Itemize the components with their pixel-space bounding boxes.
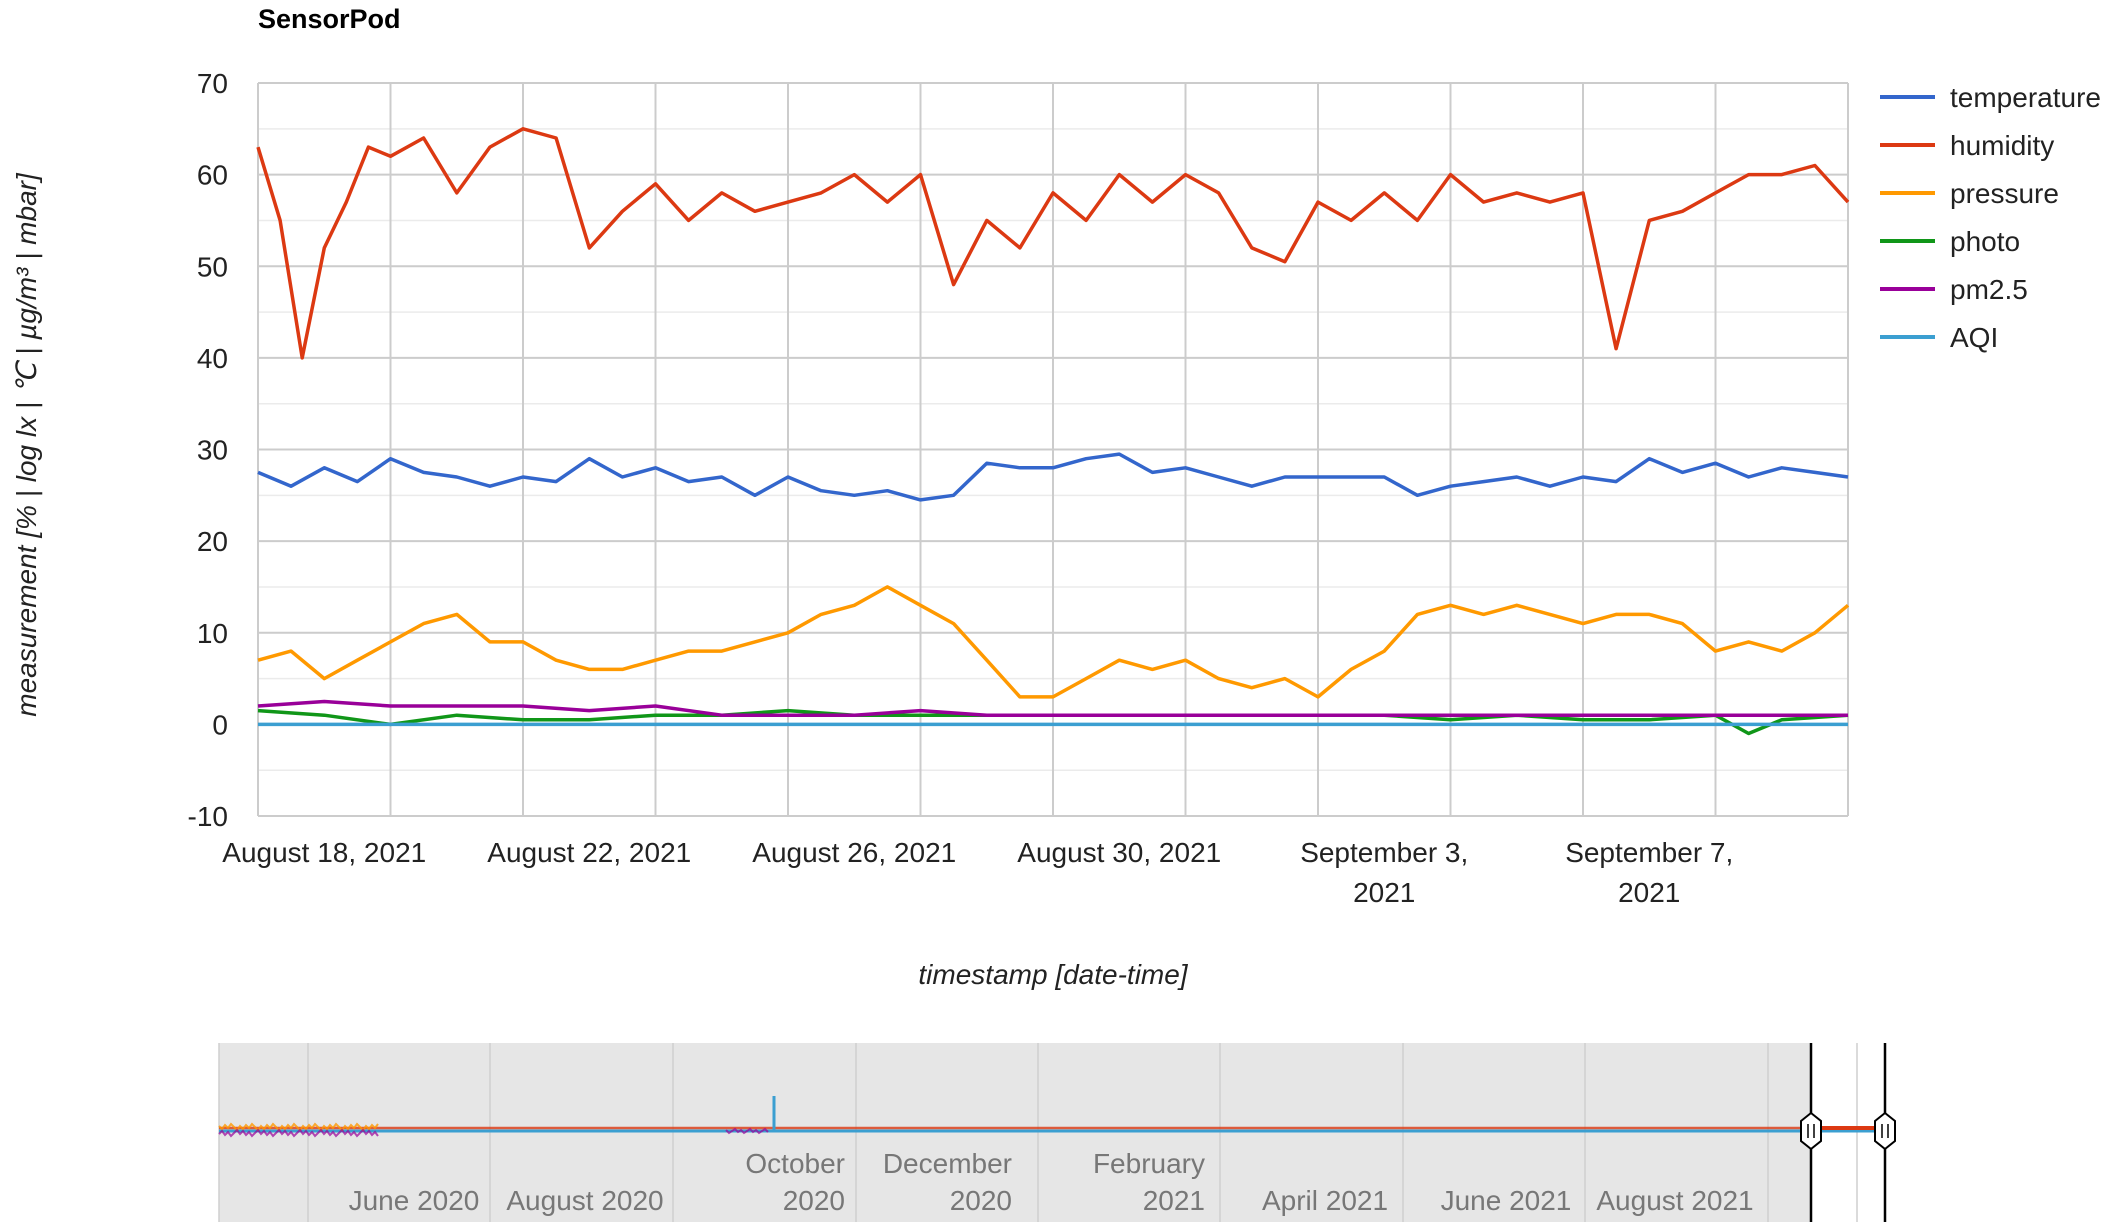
handle-grip-icon [1874, 1111, 1896, 1151]
legend-item-aqi[interactable]: AQI [1880, 322, 1998, 353]
x-tick-label: August 30, 2021 [1017, 837, 1221, 868]
y-tick-label: 50 [197, 251, 228, 282]
x-tick-label: August 18, 2021 [222, 837, 426, 868]
y-tick-label: -10 [188, 801, 228, 832]
legend-label: humidity [1950, 130, 2054, 161]
x-tick-label: September 7, 2021 [1565, 837, 1733, 908]
navigator-label: April 2021 [1262, 1185, 1388, 1216]
x-tick-label: August 26, 2021 [752, 837, 956, 868]
y-axis-ticks: 70 60 50 40 30 20 10 0 -10 [188, 68, 228, 832]
legend-item-pm25[interactable]: pm2.5 [1880, 274, 2028, 305]
legend-item-photo[interactable]: photo [1880, 226, 2020, 257]
navigator-label: February 2021 [1093, 1148, 1205, 1216]
series-line-humidity [256, 127, 1850, 360]
x-tick-label: August 22, 2021 [487, 837, 691, 868]
legend-label: pm2.5 [1950, 274, 2028, 305]
navigator-label: August 2020 [506, 1185, 663, 1216]
range-navigator[interactable]: June 2020 August 2020 October 2020 December 2… [218, 1043, 1896, 1222]
navigator-label: June 2020 [349, 1185, 480, 1216]
legend-item-humidity[interactable]: humidity [1880, 130, 2054, 161]
navigator-right-handle[interactable] [1874, 1111, 1896, 1151]
x-tick-label: September 3, 2021 [1300, 837, 1468, 908]
navigator-trace-noise-a [218, 1122, 379, 1132]
y-tick-label: 0 [212, 709, 228, 740]
navigator-trace-noise-b [218, 1128, 379, 1138]
navigator-left-handle[interactable] [1800, 1111, 1822, 1151]
y-tick-label: 10 [197, 618, 228, 649]
chart-title: SensorPod [258, 4, 401, 34]
legend-item-pressure[interactable]: pressure [1880, 178, 2059, 209]
y-tick-label: 60 [197, 160, 228, 191]
series-line-pressure [257, 585, 1850, 699]
legend-item-temperature[interactable]: temperature [1880, 82, 2101, 113]
navigator-label: June 2021 [1441, 1185, 1572, 1216]
y-tick-label: 70 [197, 68, 228, 99]
series-lines [256, 127, 1850, 736]
legend-label: photo [1950, 226, 2020, 257]
series-line-pm25 [257, 699, 1848, 717]
x-axis-title: timestamp [date-time] [918, 959, 1188, 990]
y-tick-label: 20 [197, 526, 228, 557]
navigator-label: December 2020 [883, 1148, 1012, 1216]
navigator-label: August 2021 [1596, 1185, 1753, 1216]
x-axis-ticks: August 18, 2021 August 22, 2021 August 26,… [222, 837, 1733, 908]
legend[interactable]: temperature humidity pressure photo pm2.5 AQI [1880, 82, 2101, 353]
legend-label: AQI [1950, 322, 1998, 353]
y-axis-title: measurement [% | log lx | ℃ | µg/m³ | mb… [11, 172, 42, 717]
legend-label: temperature [1950, 82, 2101, 113]
y-tick-label: 40 [197, 343, 228, 374]
navigator-label: October 2020 [745, 1148, 845, 1216]
series-line-temperature [257, 452, 1849, 502]
navigator-trace-noise-c [725, 1127, 769, 1135]
legend-label: pressure [1950, 178, 2059, 209]
handle-grip-icon [1800, 1111, 1822, 1151]
y-tick-label: 30 [197, 435, 228, 466]
